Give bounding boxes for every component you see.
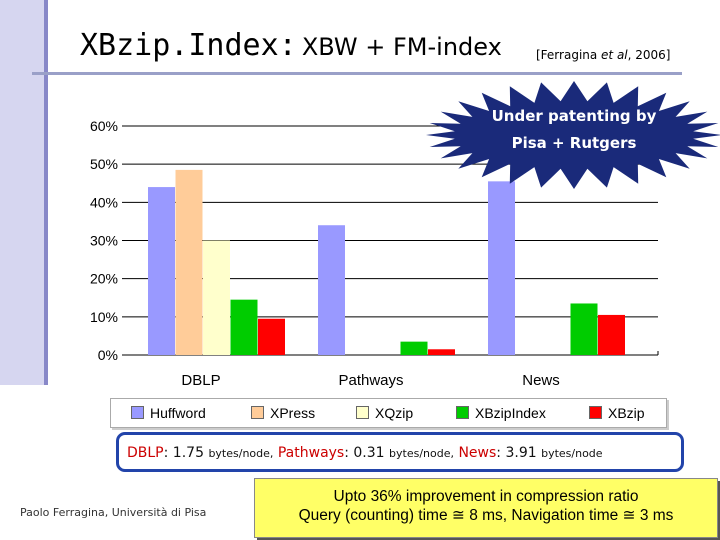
bar-xbzipindex-dblp — [230, 299, 258, 355]
dblp-value: : 1.75 — [163, 445, 204, 461]
legend-label: Huffword — [150, 405, 206, 421]
burst-line1: Under patenting by — [492, 107, 657, 125]
y-tick-label: 40% — [90, 194, 118, 210]
category-label: DBLP — [181, 372, 220, 389]
legend-swatch — [251, 406, 264, 419]
bar-huffword-pathways — [318, 225, 345, 355]
chart-legend: Huffword XPress XQzip XBzipIndex XBzip — [110, 398, 667, 428]
title-mono: XBzip.Index: — [80, 28, 297, 63]
bar-huffword-dblp — [148, 187, 175, 355]
citation: [Ferragina et al, 2006] — [536, 48, 671, 62]
y-tick-label: 10% — [90, 309, 118, 325]
legend-item-xpress: XPress — [251, 405, 315, 421]
legend-item-xbzip: XBzip — [589, 405, 645, 421]
result-callout: Upto 36% improvement in compression rati… — [254, 478, 718, 538]
category-label: News — [522, 372, 560, 389]
legend-swatch — [456, 406, 469, 419]
y-tick-label: 0% — [98, 347, 118, 363]
legend-label: XPress — [270, 405, 316, 421]
bar-xqzip-dblp — [203, 240, 230, 355]
legend-label: XBzip — [608, 405, 645, 421]
legend-swatch — [356, 406, 369, 419]
legend-item-huffword: Huffword — [131, 405, 206, 421]
bar-chart: 60% 50% 40% 30% 20% 10% 0% DBLP Pathways News Un… — [90, 81, 720, 389]
dblp-unit: bytes/node, — [208, 447, 274, 460]
title-underline — [32, 72, 682, 75]
cite-pre: [Ferragina — [536, 48, 602, 62]
bar-huffword-news — [488, 181, 515, 355]
news-unit: bytes/node — [541, 447, 603, 460]
chart-bars — [148, 169, 625, 355]
legend-label: XBzipIndex — [475, 405, 546, 421]
news-name: News — [458, 445, 497, 461]
category-label: Pathways — [338, 372, 403, 389]
bar-xbzipindex-pathways — [400, 341, 428, 355]
legend-swatch — [131, 406, 144, 419]
title-rest: XBW + FM-index — [301, 33, 502, 61]
footer-author: Paolo Ferragina, Università di Pisa — [20, 506, 207, 519]
y-tick-labels: 60% 50% 40% 30% 20% 10% 0% — [90, 118, 118, 363]
bytes-per-node-box: DBLP: 1.75 bytes/node, Pathways: 0.31 by… — [116, 432, 684, 472]
bar-xbzipindex-news — [570, 303, 598, 355]
cite-italic: et al — [601, 48, 628, 62]
legend-item-xqzip: XQzip — [356, 405, 413, 421]
news-value: : 3.91 — [496, 445, 537, 461]
patent-burst: Under patenting by Pisa + Rutgers — [426, 81, 720, 189]
slide-title: XBzip.Index: XBW + FM-index — [80, 28, 502, 63]
result-line2: Query (counting) time ≅ 8 ms, Navigation… — [298, 507, 674, 524]
bytes-per-node-text: DBLP: 1.75 bytes/node, Pathways: 0.31 by… — [127, 445, 603, 461]
pathways-value: : 0.31 — [344, 445, 385, 461]
category-labels: DBLP Pathways News — [181, 372, 559, 389]
legend-item-xbzipindex: XBzipIndex — [456, 405, 546, 421]
side-decoration-line — [44, 0, 48, 385]
burst-shape — [426, 81, 720, 189]
pathways-name: Pathways — [277, 445, 345, 461]
bar-xpress-dblp — [175, 169, 203, 355]
bar-xbzip-pathways — [428, 349, 455, 355]
y-tick-label: 20% — [90, 271, 118, 287]
bar-xbzip-dblp — [258, 318, 285, 355]
y-tick-label: 60% — [90, 118, 118, 134]
bar-xbzip-news — [598, 314, 625, 355]
pathways-unit: bytes/node, — [389, 447, 454, 460]
dblp-name: DBLP — [127, 445, 164, 461]
cite-post: , 2006] — [627, 48, 671, 62]
burst-line2: Pisa + Rutgers — [512, 134, 637, 152]
y-tick-label: 30% — [90, 233, 118, 249]
side-decoration-bar — [0, 0, 48, 385]
result-line1: Upto 36% improvement in compression rati… — [333, 488, 639, 505]
y-tick-label: 50% — [90, 156, 118, 172]
legend-swatch — [589, 406, 602, 419]
legend-label: XQzip — [375, 405, 414, 421]
